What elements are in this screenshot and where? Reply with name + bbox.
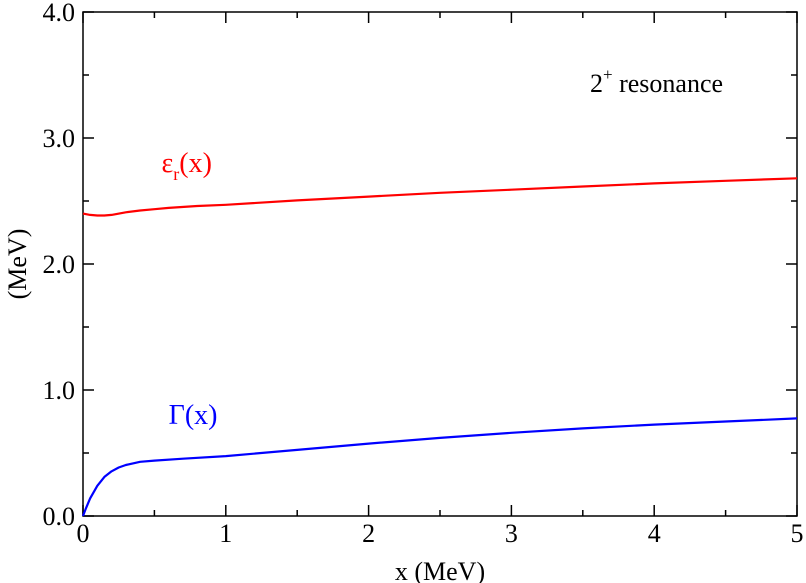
series-line-0 bbox=[82, 177, 798, 217]
x-tick-label: 0 bbox=[77, 519, 90, 548]
x-tick-label: 2 bbox=[362, 519, 375, 548]
series-label-symbol: Γ bbox=[169, 400, 185, 431]
y-tick-label: 3.0 bbox=[43, 124, 76, 153]
y-tick-label: 2.0 bbox=[43, 250, 76, 279]
x-tick-label: 5 bbox=[791, 519, 804, 548]
series-label-argument: (x) bbox=[179, 148, 212, 179]
y-tick-label: 1.0 bbox=[43, 376, 76, 405]
series-label-1: Γ(x) bbox=[169, 400, 218, 431]
series-lines bbox=[81, 177, 798, 517]
series-labels: εr(x)Γ(x) bbox=[162, 148, 218, 431]
series-line-1 bbox=[81, 417, 798, 517]
x-axis-label: x (MeV) bbox=[395, 557, 485, 583]
ticks bbox=[82, 11, 798, 517]
x-tick-label: 4 bbox=[648, 519, 661, 548]
series-label-symbol: ε bbox=[162, 148, 174, 179]
y-tick-label: 0.0 bbox=[43, 502, 76, 531]
series-label-argument: (x) bbox=[185, 400, 218, 431]
x-tick-label: 1 bbox=[219, 519, 232, 548]
y-axis-label: (MeV) bbox=[3, 229, 32, 300]
series-label-0: εr(x) bbox=[162, 148, 212, 184]
y-tick-label: 4.0 bbox=[43, 0, 76, 27]
resonance-annotation: 2+ resonance bbox=[590, 65, 723, 98]
annotation-text: resonance bbox=[613, 69, 723, 98]
series-label-subscript: r bbox=[173, 164, 179, 184]
x-tick-label: 3 bbox=[505, 519, 518, 548]
annotation-base: 2 bbox=[590, 69, 603, 98]
annotation-sup: + bbox=[603, 65, 613, 84]
tick-labels: 0 1 2 3 4 5 0.0 1.0 2.0 3.0 4.0 bbox=[43, 0, 804, 548]
